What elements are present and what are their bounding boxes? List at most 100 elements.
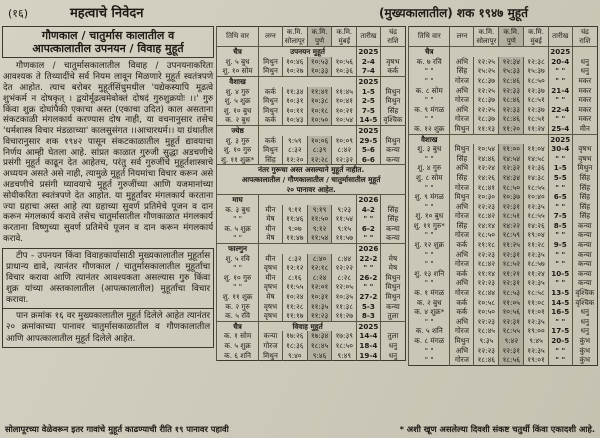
muhurta-row: क. २ बुध कर्क १०:५८ ११:०५ ११:०८ 14-5 वृश्चिक: [408, 297, 598, 308]
tithi-var-cell: " ": [408, 182, 450, 193]
date-cell: 29-5: [356, 135, 381, 146]
lagna-cell: मिथुन: [449, 192, 474, 202]
tithi-var-cell: " ": [408, 75, 450, 86]
mumbai-time-cell: १८:५७: [523, 259, 549, 269]
column-header: क.मि. सोलापूर: [281, 26, 308, 48]
pune-time-cell: १०:१८: [306, 105, 332, 116]
solapur-time-cell: ११:५५: [281, 282, 308, 293]
section-header-row: चैत्र उपनयन मुहूर्त 2025: [216, 46, 406, 57]
chandra-rashi-cell: कन्या: [379, 301, 406, 312]
muhurta-row: क. ५ शनि गोरज १८:४५ १८:५५ १९:०० 17-5 धनु: [408, 326, 598, 336]
mumbai-time-cell: ११:०१: [523, 307, 549, 317]
pune-time-cell: ११:२३: [306, 311, 332, 322]
mumbai-time-cell: १२:३५: [523, 278, 549, 289]
page-number: (१६): [8, 7, 29, 20]
chandra-rashi-cell: सिंह: [379, 105, 406, 116]
month-label: चैत्र: [216, 46, 259, 57]
date-cell: " ": [356, 214, 381, 224]
muhurta-row: " " मेष ११:४७ ११:५४ ११:५७ " " कन्या: [216, 233, 406, 244]
muhurta-row: " " गोरज १८:४१ १८:५० १८:५५ " " सिंह: [408, 182, 598, 193]
solapur-time-cell: १०:५४: [473, 144, 499, 154]
date-cell: 19-4: [356, 350, 381, 361]
muhurta-row: क. ५ रवि वृषभ ११:१७ ११:२३ ११:२७ 8-3 तुला: [216, 311, 406, 322]
mumbai-time-cell: ११:२४: [523, 123, 549, 135]
tithi-var-cell: " ": [216, 282, 259, 293]
lagna-cell: कर्क: [449, 307, 474, 317]
solapur-time-cell: १८:३७: [473, 114, 499, 124]
tithi-var-cell: क. ५ शुक्र: [216, 223, 259, 234]
month-label: चैत्र: [216, 320, 259, 332]
muhurta-row: क. १२ शुक्र मिथुन ११:१३ ११:२० ११:२४ 25-4 मीन: [408, 123, 598, 135]
muhurta-row: शु. ३ गुरु कर्क ९:५९ १०:०६ १०:०९ 29-5 मिथुन: [216, 135, 406, 146]
chandra-rashi-cell: मीन: [571, 123, 598, 135]
chandra-rashi-cell: कन्या: [379, 233, 406, 244]
solapur-time-cell: १४:४६: [473, 153, 499, 164]
pune-time-cell: ११:२१: [498, 268, 524, 279]
date-cell: 25-4: [547, 123, 573, 135]
tithi-var-cell: शु. १० बुध: [216, 105, 259, 116]
pune-time-cell: ११:००: [498, 144, 524, 154]
date-cell: 6-2: [356, 223, 381, 234]
pune-time-cell: ९:१२: [306, 223, 332, 234]
tithi-var-cell: शु. ८ सोम: [408, 172, 450, 183]
mumbai-time-cell: ११:२४: [523, 268, 549, 279]
pune-time-cell: १८:४६: [498, 75, 524, 86]
pune-time-cell: १२:१८: [306, 263, 332, 273]
mumbai-time-cell: १२:३५: [523, 316, 549, 327]
tithi-var-cell: क. ५ शुक्र: [216, 341, 259, 351]
section-label: [449, 46, 549, 57]
chandra-rashi-cell: सिंह: [571, 172, 598, 183]
lagna-cell: मिथुन: [258, 105, 283, 116]
tithi-var-cell: शु. ५ रवि: [216, 253, 259, 264]
date-cell: 10-5: [547, 268, 573, 279]
tithi-var-cell: शु. ४ गुरु: [408, 163, 450, 173]
section-header-row: वैशाख 2025: [408, 133, 598, 145]
page-title: महत्वाचे निवेदन: [70, 6, 144, 21]
date-cell: " ": [356, 263, 381, 273]
date-cell: " ": [356, 233, 381, 244]
lagna-cell: गोरज: [449, 288, 474, 298]
date-cell: " ": [547, 259, 573, 269]
year-label: 2025: [356, 75, 381, 87]
section-label: [258, 75, 357, 87]
section-header-row: वैशाख 2025: [216, 75, 406, 87]
solapur-time-cell: १०:५८: [473, 297, 499, 308]
pune-time-cell: १८:५०: [498, 182, 524, 193]
tithi-var-cell: शु. ४ गुरु: [216, 86, 259, 97]
table-note-line: आपत्कालातील / गौणकालातील / चातुर्मासातील…: [241, 174, 381, 184]
chandra-rashi-cell: धनु: [571, 66, 598, 76]
date-cell: 21-4: [547, 85, 573, 96]
lagna-cell: अभि: [449, 201, 474, 212]
blank-cell: [379, 46, 406, 57]
month-label: फाल्गुन: [216, 243, 259, 254]
chandra-rashi-cell: मिथुन: [379, 86, 406, 97]
mumbai-time-cell: ११:०४: [523, 144, 549, 154]
lagna-cell: गोरज: [449, 211, 474, 221]
date-cell: " ": [547, 75, 573, 86]
table-note-line: नंतर गुरूचा अस्त असल्याने मुहूर्त नाहीत.: [257, 165, 365, 175]
lagna-cell: मेष: [258, 233, 283, 244]
year-label: 2025: [547, 46, 573, 57]
solapur-time-cell: १८:४२: [473, 211, 499, 221]
lagna-cell: मिथुन: [258, 350, 283, 361]
chandra-rashi-cell: मकर: [571, 114, 598, 124]
mumbai-time-cell: १५:३७: [523, 66, 549, 76]
mumbai-time-cell: १०:०९: [331, 135, 357, 146]
date-cell: 14-4: [356, 331, 381, 341]
pune-time-cell: १२:३१: [498, 201, 524, 212]
solapur-time-cell: ८:३२: [281, 145, 308, 155]
muhurta-row: शु. ४ गुरु अभि १२:२४ १२:३२ १२:३६ 1-5 मिथुन: [408, 163, 598, 173]
mumbai-time-cell: १९:००: [523, 326, 549, 336]
lagna-cell: वृषभ: [258, 301, 283, 312]
mumbai-time-cell: ९:२३: [331, 204, 357, 215]
left-panel: गौणकाल / चातुर्मास कालातील व आपत्कालातील…: [2, 26, 215, 348]
lagna-cell: वृषभ: [258, 282, 283, 293]
tithi-var-cell: शु. ३ गुरु: [216, 135, 259, 146]
pune-time-cell: १४:५४: [498, 153, 524, 164]
tithi-var-cell: " ": [408, 249, 450, 260]
solapur-time-cell: १२:२३: [473, 201, 499, 212]
lagna-cell: मेष: [258, 292, 283, 302]
tithi-var-cell: क. ८ सोम: [408, 85, 450, 96]
chandra-rashi-cell: सिंह: [379, 214, 406, 224]
date-cell: " ": [547, 278, 573, 289]
